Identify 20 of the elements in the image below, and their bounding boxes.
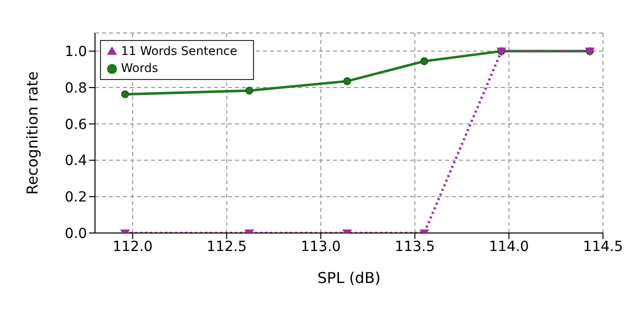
y-tick-label: 0.4 (64, 153, 88, 170)
y-axis-title: Recognition rate (23, 71, 42, 195)
x-tick-label: 114.0 (488, 238, 529, 255)
point (420, 57, 428, 66)
y-tick-label: 0.0 (64, 226, 87, 242)
y-tick-label: 0.8 (64, 80, 87, 97)
point (245, 86, 254, 95)
x-tick-label: 114.5 (582, 238, 624, 255)
y-tick-label: 1.0 (64, 44, 87, 60)
x-tick-label: 112.5 (206, 238, 247, 255)
point (121, 90, 130, 98)
x-tick-label: 112.0 (112, 238, 153, 255)
x-tick-label: 113.0 (300, 238, 341, 255)
y-tick-label: 0.2 (64, 190, 87, 206)
point (343, 77, 352, 86)
x-axis-title: SPL (dB) (317, 269, 381, 287)
y-tick-label: 0.6 (64, 116, 88, 133)
x-tick-label: 113.5 (394, 238, 435, 255)
legend-label: 11 Words Sentence (121, 44, 238, 58)
legend-label: Words (121, 61, 158, 75)
